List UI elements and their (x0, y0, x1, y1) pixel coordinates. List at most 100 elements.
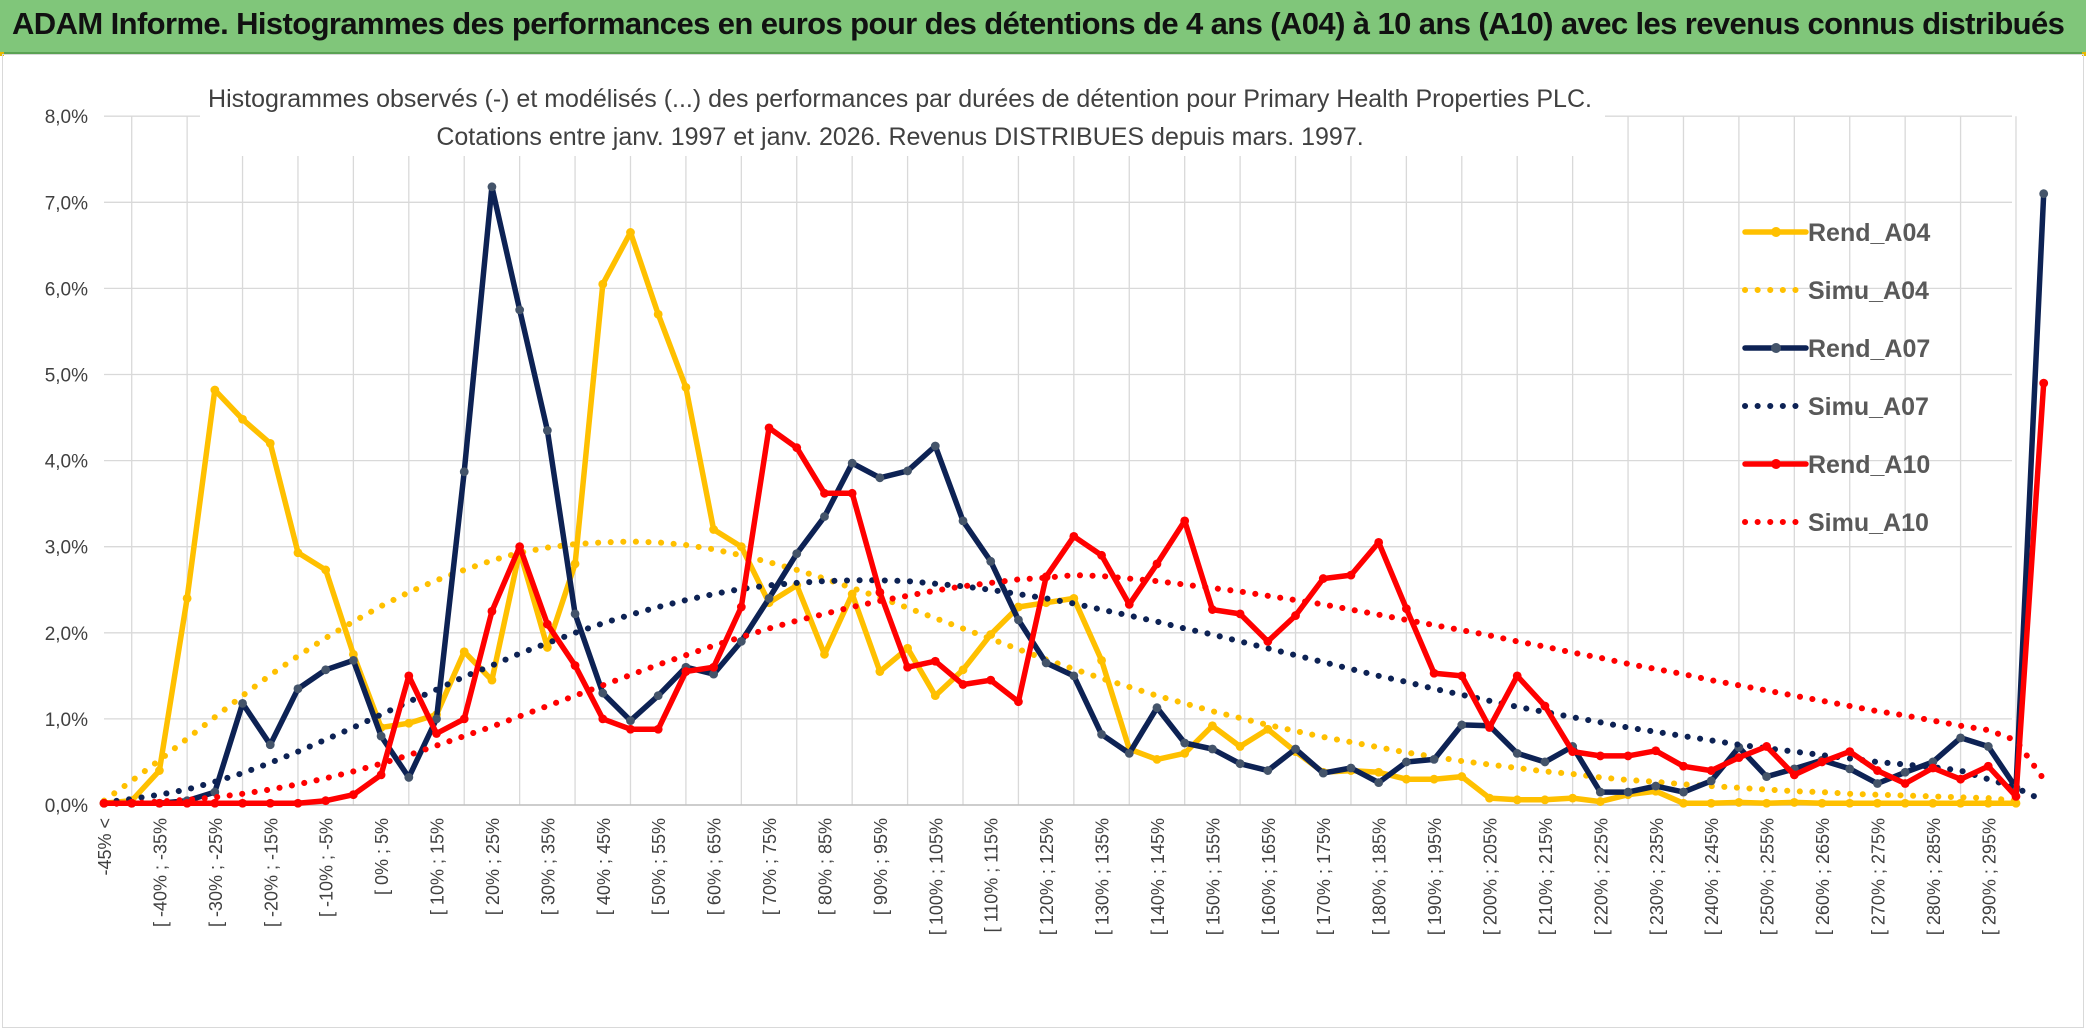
point-Rend_A07 (376, 731, 386, 741)
point-Rend_A10 (1540, 701, 1550, 711)
point-Rend_A10 (1983, 761, 1993, 771)
x-axis-ticks: -45% < [ -40% ; -35% [ -30% ; -25% [ -20% ;… (95, 818, 1999, 935)
point-Rend_A07 (1956, 733, 1965, 743)
point-Rend_A10 (1817, 757, 1827, 767)
x-tick-label: [ -10% ; -5% (317, 818, 337, 917)
point-Rend_A07 (1263, 766, 1273, 775)
point-Rend_A04 (348, 649, 358, 659)
point-Rend_A04 (570, 559, 580, 569)
point-Rend_A07 (404, 773, 414, 782)
y-tick-label: 7,0% (45, 193, 88, 214)
y-tick-label: 6,0% (45, 279, 88, 300)
point-Rend_A07 (1512, 748, 1522, 758)
point-Rend_A10 (847, 488, 857, 498)
point-Rend_A04 (1845, 798, 1855, 808)
point-Rend_A07 (1235, 759, 1245, 769)
point-Rend_A10 (542, 619, 552, 629)
point-Rend_A07 (1180, 738, 1190, 748)
x-tick-label: [ 40% ; 45% (594, 818, 614, 915)
point-Rend_A10 (1291, 611, 1300, 620)
point-Rend_A07 (764, 593, 774, 603)
x-tick-label: [ 70% ; 75% (760, 818, 780, 915)
point-Rend_A04 (1512, 795, 1522, 805)
point-Rend_A04 (847, 589, 857, 599)
point-Rend_A10 (1014, 697, 1023, 707)
point-Rend_A10 (1208, 605, 1217, 614)
point-Rend_A07 (709, 669, 719, 679)
point-Rend_A07 (2039, 189, 2049, 199)
point-Rend_A04 (1734, 798, 1744, 807)
legend-label-Rend_A04: Rend_A04 (1808, 219, 1930, 247)
series-line-Simu_A10 (101, 572, 2047, 808)
point-Rend_A04 (1679, 798, 1688, 808)
point-Rend_A10 (1845, 747, 1855, 757)
x-tick-label: [ 250% ; 255% (1758, 818, 1778, 935)
point-Rend_A10 (2039, 378, 2049, 388)
point-Rend_A10 (348, 790, 358, 800)
point-Rend_A10 (1595, 751, 1605, 761)
y-tick-label: 1,0% (45, 710, 88, 731)
point-Rend_A07 (1540, 757, 1550, 767)
point-Rend_A07 (1706, 776, 1716, 786)
point-Rend_A07 (1346, 763, 1356, 773)
point-Rend_A10 (598, 714, 608, 724)
point-Rend_A07 (1762, 772, 1771, 781)
point-Rend_A07 (1983, 742, 1993, 751)
point-Rend_A07 (847, 458, 857, 468)
x-tick-label: [ -30% ; -25% (206, 818, 226, 927)
x-tick-label: [ 120% ; 125% (1037, 818, 1057, 935)
point-Rend_A10 (792, 443, 802, 453)
point-Rend_A10 (1789, 770, 1799, 780)
point-Rend_A10 (570, 661, 580, 670)
point-Rend_A07 (265, 740, 275, 750)
y-tick-label: 0,0% (45, 796, 88, 817)
y-tick-label: 2,0% (45, 624, 88, 645)
chart-frame (2, 54, 2084, 1028)
point-Rend_A07 (293, 684, 303, 694)
point-Rend_A04 (293, 548, 303, 558)
point-Rend_A07 (459, 467, 469, 477)
point-Rend_A10 (1512, 671, 1522, 681)
point-Rend_A10 (182, 798, 192, 808)
point-Rend_A07 (1928, 757, 1938, 767)
point-Rend_A07 (1595, 787, 1605, 797)
point-Rend_A04 (1789, 798, 1799, 807)
point-Rend_A07 (1069, 671, 1079, 681)
gridlines (104, 115, 2017, 806)
point-Rend_A07 (626, 716, 635, 726)
point-Rend_A10 (1928, 763, 1938, 773)
point-Rend_A07 (1291, 744, 1300, 754)
point-Rend_A07 (1845, 764, 1855, 774)
y-axis-ticks: 0,0% 1,0% 2,0% 3,0% 4,0% 5,0% 6,0% 7,0% 8,0% (45, 107, 88, 817)
x-tick-label: [ 240% ; 245% (1702, 818, 1722, 935)
point-Rend_A07 (792, 549, 802, 558)
x-tick-label: [ 140% ; 145% (1148, 818, 1168, 935)
point-Rend_A07 (1041, 658, 1051, 668)
point-Rend_A04 (598, 279, 608, 289)
point-Rend_A07 (542, 426, 552, 435)
legend-label-Rend_A10: Rend_A10 (1808, 451, 1930, 479)
point-Rend_A10 (210, 798, 220, 808)
point-Rend_A04 (487, 675, 497, 685)
x-tick-label: [ 190% ; 195% (1425, 818, 1445, 935)
x-tick-label: [ 210% ; 215% (1536, 818, 1556, 935)
point-Rend_A10 (515, 542, 525, 552)
point-Rend_A10 (903, 662, 912, 672)
series-group (99, 182, 2049, 808)
point-Rend_A04 (1180, 748, 1190, 758)
point-Rend_A04 (1595, 797, 1605, 806)
point-Rend_A04 (958, 665, 968, 675)
y-tick-label: 5,0% (45, 366, 88, 387)
point-Rend_A07 (321, 665, 331, 675)
point-Rend_A04 (1097, 655, 1106, 665)
point-Rend_A10 (1956, 774, 1965, 784)
y-tick-label: 3,0% (45, 538, 88, 559)
point-Rend_A07 (1401, 757, 1411, 767)
point-Rend_A10 (958, 680, 968, 689)
x-tick-label: [ 230% ; 235% (1647, 818, 1667, 935)
point-Rend_A04 (155, 766, 164, 775)
point-Rend_A04 (903, 643, 912, 653)
point-Rend_A10 (2011, 791, 2021, 801)
y-tick-label: 4,0% (45, 452, 88, 473)
point-Rend_A04 (1956, 798, 1965, 808)
